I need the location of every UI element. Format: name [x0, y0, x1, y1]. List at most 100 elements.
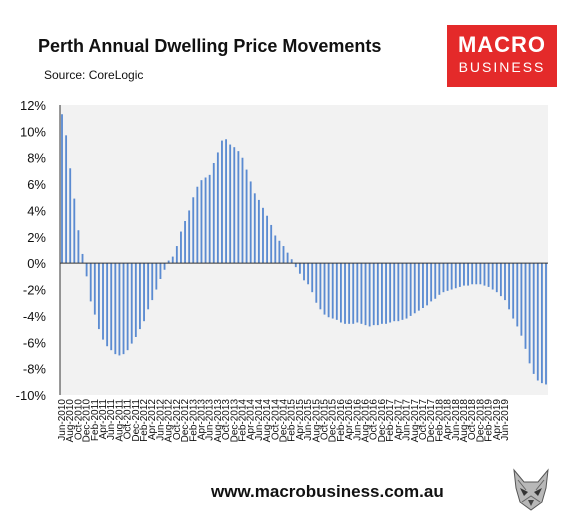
bar — [319, 263, 322, 310]
bars-group — [61, 114, 547, 385]
bar — [479, 263, 482, 285]
bar — [360, 263, 363, 324]
x-tick-label: Oct-2015 — [320, 399, 331, 441]
x-tick-label: Oct-2014 — [270, 399, 281, 441]
x-tick-label: Dec-2013 — [229, 399, 240, 443]
bar — [229, 144, 232, 264]
y-tick-label: 12% — [20, 98, 46, 113]
bar — [487, 263, 490, 287]
x-tick-label: Oct-2011 — [123, 399, 134, 440]
bar — [130, 263, 133, 344]
x-tick-label: Dec-2015 — [328, 399, 339, 443]
bar — [225, 139, 227, 264]
y-tick-label: -4% — [23, 309, 47, 324]
x-tick-label: Dec-2010 — [82, 399, 93, 443]
bar — [282, 246, 285, 264]
x-tick-label: Aug-2012 — [164, 399, 175, 443]
x-tick-label: Oct-2012 — [172, 399, 183, 441]
bar — [327, 263, 330, 318]
bar — [110, 263, 113, 351]
x-tick-label: Aug-2016 — [361, 399, 372, 443]
bar — [471, 263, 474, 285]
x-tick-label: Apr-2016 — [344, 399, 355, 441]
bar — [89, 263, 92, 302]
price-movement-chart: 12% 10% 8% 6% 4% 2% 0% -2% -4% -6% -8% -10% Jun-201… — [16, 98, 548, 443]
bar — [147, 263, 150, 310]
x-tick-label: Jun-2012 — [155, 399, 166, 441]
bar — [61, 114, 63, 264]
bar — [409, 263, 412, 316]
bar — [270, 224, 273, 264]
bar — [114, 263, 117, 355]
bar — [463, 263, 465, 286]
bar — [208, 174, 211, 264]
x-tick-label: Aug-2013 — [213, 399, 224, 443]
bar — [266, 215, 269, 264]
macrobusiness-logo[interactable]: MACRO BUSINESS — [447, 25, 557, 87]
x-tick-label: Jun-2019 — [500, 399, 511, 441]
footer-url[interactable]: www.macrobusiness.com.au — [211, 482, 444, 501]
bar — [180, 231, 182, 264]
bar — [118, 263, 121, 356]
bar — [344, 263, 346, 324]
bar — [356, 263, 359, 323]
x-tick-label: Apr-2015 — [295, 399, 306, 441]
bar — [257, 199, 260, 264]
bar — [192, 197, 195, 264]
x-tick-label: Feb-2018 — [434, 399, 445, 442]
bar — [245, 169, 248, 264]
x-tick-label: Aug-2017 — [410, 399, 421, 443]
x-tick-label: Oct-2013 — [221, 399, 232, 441]
y-tick-label: 4% — [27, 203, 46, 218]
y-tick-labels: 12% 10% 8% 6% 4% 2% 0% -2% -4% -6% -8% -10% — [16, 98, 47, 403]
x-tick-label: Jun-2010 — [57, 399, 68, 441]
bar — [352, 263, 355, 324]
x-tick-label: Aug-2010 — [65, 399, 76, 443]
logo-line1: MACRO — [457, 32, 547, 57]
bar — [163, 263, 166, 270]
bar — [372, 263, 375, 326]
bar — [102, 263, 104, 340]
y-tick-label: 0% — [27, 256, 46, 271]
bar — [491, 263, 494, 290]
plot-area — [60, 105, 548, 395]
bar — [454, 263, 457, 289]
bar — [512, 263, 515, 319]
x-tick-label: Oct-2018 — [467, 399, 478, 441]
x-tick-label: Jun-2017 — [402, 399, 413, 441]
bar — [315, 263, 318, 303]
bar — [413, 263, 416, 314]
bar — [397, 263, 400, 322]
bar — [184, 221, 186, 264]
bar — [167, 260, 170, 264]
x-tick-label: Jun-2013 — [205, 399, 216, 441]
x-tick-label: Oct-2016 — [369, 399, 380, 441]
x-tick-label: Aug-2015 — [311, 399, 322, 443]
bar — [524, 263, 527, 349]
bar — [85, 263, 88, 277]
bar — [77, 230, 80, 264]
x-tick-label: Jun-2011 — [106, 399, 117, 440]
bar — [241, 157, 244, 264]
bar — [393, 263, 396, 322]
bar — [151, 263, 154, 301]
bar — [216, 152, 219, 264]
x-tick-label: Jun-2016 — [352, 399, 363, 441]
bar — [430, 263, 433, 302]
bar — [442, 263, 445, 293]
bar — [188, 210, 191, 264]
x-tick-label: Feb-2013 — [188, 399, 199, 442]
logo-line2: BUSINESS — [458, 59, 546, 75]
x-tick-label: Jun-2018 — [451, 399, 462, 441]
bar — [532, 263, 535, 374]
bar — [294, 263, 297, 268]
bar — [196, 186, 199, 264]
x-tick-label: Dec-2018 — [475, 399, 486, 443]
bar — [323, 263, 326, 315]
bar — [483, 263, 486, 286]
bar — [171, 256, 174, 264]
bar — [221, 140, 223, 264]
bar — [106, 263, 109, 347]
bar — [249, 181, 252, 264]
bar — [545, 263, 547, 385]
